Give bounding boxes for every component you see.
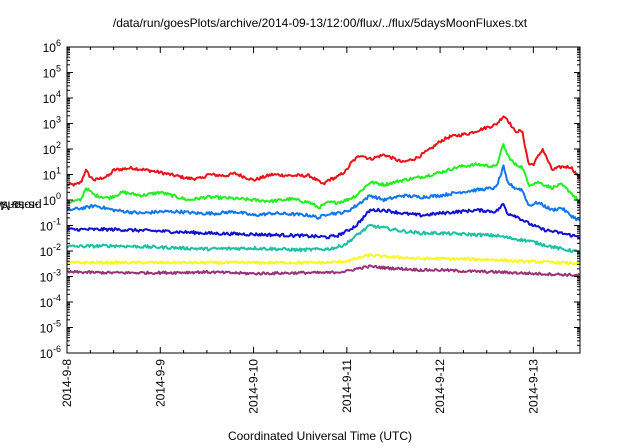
chart-title: /data/run/goesPlots/archive/2014-09-13/1… — [112, 16, 528, 30]
x-tick-label: 2014-9-11 — [340, 359, 354, 413]
x-tick-label: 2014-9-10 — [247, 359, 261, 414]
series-line-7 — [66, 264, 581, 278]
x-tick-label: 2014-9-13 — [526, 359, 540, 414]
y-tick-label: 10-3 — [40, 268, 61, 285]
y-tick-label: 10-2 — [40, 242, 61, 259]
series-line-6 — [66, 253, 580, 266]
series-line-2 — [66, 143, 581, 210]
x-axis-label: Coordinated Universal Time (UTC) — [227, 429, 413, 443]
y-tick-label: 105 — [43, 64, 61, 81]
x-tick-label: 2014-9-9 — [153, 359, 167, 407]
series-line-5 — [66, 223, 581, 255]
y-tick-label: 10-4 — [40, 293, 61, 310]
y-tick-label: 101 — [43, 166, 61, 183]
y-tick-label: 103 — [43, 115, 61, 132]
y-tick-label: 104 — [43, 89, 61, 106]
series-line-1 — [66, 115, 581, 187]
x-tick-label: 2014-9-8 — [60, 359, 74, 407]
plot-frame — [66, 46, 581, 354]
y-tick-label: 10-5 — [40, 319, 61, 336]
series-line-4 — [66, 203, 580, 240]
series-line-3 — [66, 164, 580, 222]
y-tick-label: 106 — [43, 38, 61, 55]
y-tick-label: 10-1 — [40, 217, 61, 234]
x-tick-label: 2014-9-12 — [433, 359, 447, 414]
y-tick-label: 10-6 — [40, 344, 61, 361]
y-axis-label-rest: -s-sr-MeV — [0, 198, 39, 213]
y-tick-label: 102 — [43, 140, 61, 157]
y-tick-label: 100 — [43, 191, 61, 208]
